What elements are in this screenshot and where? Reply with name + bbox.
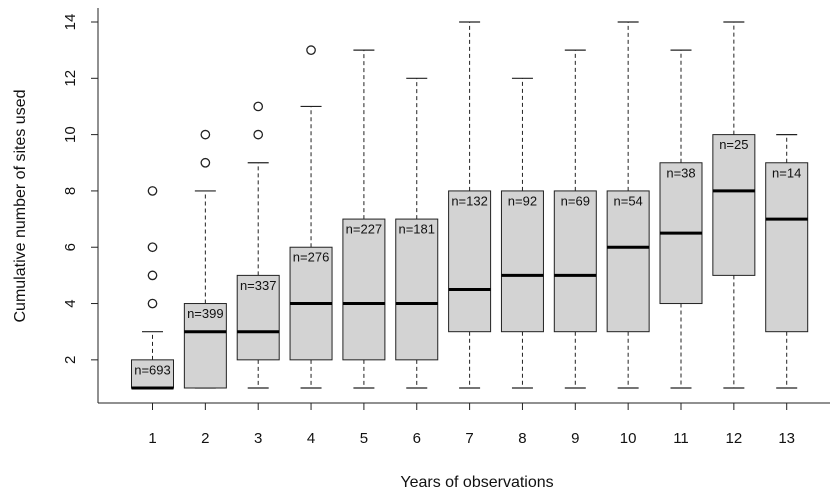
n-label: n=337 [240, 278, 277, 293]
n-label: n=693 [134, 362, 171, 377]
y-tick-label: 6 [62, 243, 79, 251]
outlier-point [147, 242, 158, 253]
n-label: n=276 [293, 250, 330, 265]
box-group-11: n=38 [659, 49, 703, 389]
x-tick-label: 7 [465, 430, 473, 447]
x-tick-label: 12 [726, 430, 743, 447]
box-group-5: n=227 [342, 49, 386, 389]
box-group-13: n=14 [765, 134, 809, 389]
outlier-point [200, 157, 211, 168]
box-group-4: n=276 [289, 45, 333, 389]
y-tick-label: 2 [62, 356, 79, 364]
box-iqr [236, 274, 280, 361]
n-label: n=227 [346, 222, 383, 237]
outlier-point [147, 186, 158, 196]
box-iqr [765, 162, 809, 333]
box-iqr [712, 134, 756, 276]
outlier-point [253, 101, 264, 112]
box-group-10: n=54 [606, 21, 650, 389]
box-group-7: n=132 [448, 21, 492, 389]
x-tick-label: 6 [413, 430, 421, 447]
box-iqr [553, 190, 597, 333]
box-iqr [183, 303, 227, 389]
box-group-3: n=337 [236, 101, 280, 389]
x-tick-label: 5 [360, 430, 368, 447]
y-tick-label: 10 [62, 126, 79, 143]
box-iqr [395, 218, 439, 361]
x-tick-label: 10 [620, 430, 637, 447]
box-iqr [448, 190, 492, 333]
n-label: n=38 [666, 165, 695, 180]
x-tick-label: 1 [148, 430, 156, 447]
y-tick-label: 4 [62, 299, 79, 307]
x-tick-label: 11 [673, 430, 689, 447]
outlier-point [253, 129, 264, 140]
n-label: n=132 [451, 193, 488, 208]
x-tick-label: 3 [254, 430, 262, 447]
outlier-point [200, 129, 211, 140]
box-group-8: n=92 [500, 77, 544, 389]
x-axis-title: Years of observations [400, 474, 553, 491]
box-iqr [131, 359, 174, 389]
y-tick-label: 12 [62, 70, 79, 87]
y-axis-title: Cumulative number of sites used [12, 90, 29, 323]
n-label: n=399 [187, 306, 224, 321]
x-tick-label: 4 [307, 430, 315, 447]
n-label: n=69 [561, 193, 590, 208]
outlier-point [147, 298, 158, 309]
box-group-12: n=25 [712, 21, 756, 389]
outlier-point [147, 270, 158, 281]
n-label: n=92 [508, 193, 537, 208]
n-label: n=14 [772, 165, 801, 180]
n-label: n=181 [398, 222, 435, 237]
x-tick-label: 13 [778, 430, 795, 447]
n-label: n=54 [614, 193, 643, 208]
x-tick-label: 2 [201, 430, 209, 447]
box-iqr [500, 190, 544, 333]
box-group-1: n=693 [131, 186, 174, 390]
x-tick-label: 9 [571, 430, 579, 447]
x-tick-label: 8 [518, 430, 526, 447]
box-iqr [342, 218, 386, 361]
outlier-point [306, 45, 316, 56]
box-group-2: n=399 [183, 129, 227, 389]
box-iqr [606, 190, 650, 333]
y-tick-label: 14 [62, 14, 79, 31]
y-tick-label: 8 [62, 187, 79, 195]
boxes-layer: n=693 n=399 n=337 n=276 n=227 n=181 n=132 n=92 n… [131, 21, 809, 390]
box-group-9: n=69 [553, 49, 597, 389]
box-group-6: n=181 [395, 77, 439, 389]
n-label: n=25 [719, 137, 748, 152]
